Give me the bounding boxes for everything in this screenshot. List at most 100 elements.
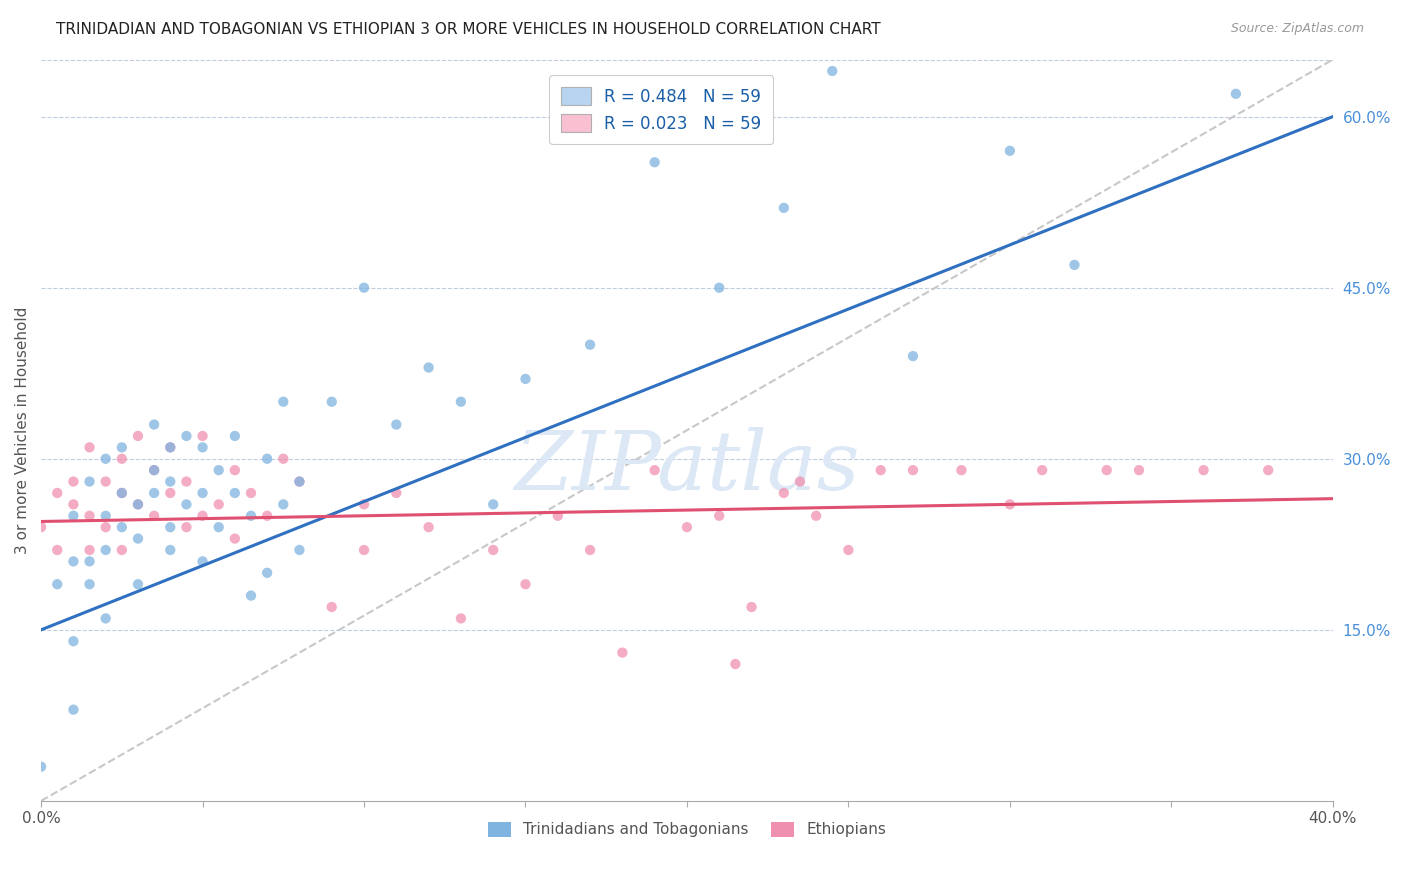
Point xyxy=(482,543,505,558)
Point xyxy=(191,508,214,523)
Point xyxy=(62,508,84,523)
Point xyxy=(418,520,440,534)
Point xyxy=(94,451,117,466)
Point xyxy=(79,475,101,489)
Point xyxy=(111,486,134,500)
Point xyxy=(94,475,117,489)
Point xyxy=(1063,258,1085,272)
Point xyxy=(62,497,84,511)
Point xyxy=(240,486,263,500)
Point xyxy=(644,463,666,477)
Point xyxy=(256,566,278,580)
Point xyxy=(950,463,973,477)
Point xyxy=(1192,463,1215,477)
Point xyxy=(46,486,69,500)
Point xyxy=(224,532,246,546)
Point xyxy=(256,508,278,523)
Point xyxy=(127,532,149,546)
Point xyxy=(111,441,134,455)
Point xyxy=(482,497,505,511)
Point xyxy=(1031,463,1053,477)
Point xyxy=(709,508,731,523)
Point xyxy=(159,475,181,489)
Point xyxy=(191,429,214,443)
Point xyxy=(869,463,891,477)
Point xyxy=(804,508,827,523)
Point xyxy=(143,463,166,477)
Point xyxy=(385,486,408,500)
Point xyxy=(79,441,101,455)
Point xyxy=(176,429,198,443)
Point xyxy=(224,463,246,477)
Point xyxy=(288,475,311,489)
Text: TRINIDADIAN AND TOBAGONIAN VS ETHIOPIAN 3 OR MORE VEHICLES IN HOUSEHOLD CORRELAT: TRINIDADIAN AND TOBAGONIAN VS ETHIOPIAN … xyxy=(56,22,882,37)
Text: ZIPatlas: ZIPatlas xyxy=(515,427,859,508)
Y-axis label: 3 or more Vehicles in Household: 3 or more Vehicles in Household xyxy=(15,307,30,554)
Point xyxy=(79,543,101,558)
Point xyxy=(191,441,214,455)
Point xyxy=(837,543,859,558)
Point xyxy=(94,520,117,534)
Point xyxy=(208,520,231,534)
Point xyxy=(94,508,117,523)
Point xyxy=(127,429,149,443)
Point xyxy=(256,451,278,466)
Text: Source: ZipAtlas.com: Source: ZipAtlas.com xyxy=(1230,22,1364,36)
Point xyxy=(515,372,537,386)
Point xyxy=(159,441,181,455)
Point xyxy=(612,646,634,660)
Point xyxy=(127,577,149,591)
Point xyxy=(418,360,440,375)
Point xyxy=(208,463,231,477)
Point xyxy=(111,451,134,466)
Point xyxy=(176,497,198,511)
Point xyxy=(46,577,69,591)
Point xyxy=(709,281,731,295)
Point xyxy=(741,600,763,615)
Point xyxy=(579,337,602,351)
Point xyxy=(159,543,181,558)
Point xyxy=(644,155,666,169)
Point xyxy=(143,486,166,500)
Point xyxy=(901,349,924,363)
Point xyxy=(1128,463,1150,477)
Point xyxy=(159,486,181,500)
Point xyxy=(288,543,311,558)
Point xyxy=(191,486,214,500)
Point xyxy=(191,554,214,568)
Point xyxy=(998,144,1021,158)
Point xyxy=(385,417,408,432)
Point xyxy=(1095,463,1118,477)
Point xyxy=(321,394,343,409)
Point xyxy=(450,394,472,409)
Point xyxy=(62,703,84,717)
Point xyxy=(208,497,231,511)
Point xyxy=(271,451,294,466)
Point xyxy=(547,508,569,523)
Point xyxy=(821,64,844,78)
Point xyxy=(30,759,52,773)
Point xyxy=(94,543,117,558)
Point xyxy=(176,520,198,534)
Point xyxy=(143,463,166,477)
Point xyxy=(62,554,84,568)
Point xyxy=(111,520,134,534)
Point xyxy=(224,429,246,443)
Point xyxy=(353,543,375,558)
Point xyxy=(450,611,472,625)
Point xyxy=(79,577,101,591)
Point xyxy=(271,394,294,409)
Point xyxy=(224,486,246,500)
Point xyxy=(240,508,263,523)
Point xyxy=(62,475,84,489)
Point xyxy=(62,634,84,648)
Point xyxy=(30,520,52,534)
Point xyxy=(111,486,134,500)
Point xyxy=(353,497,375,511)
Point xyxy=(772,201,794,215)
Point xyxy=(321,600,343,615)
Point xyxy=(111,543,134,558)
Point xyxy=(159,520,181,534)
Point xyxy=(127,497,149,511)
Point xyxy=(998,497,1021,511)
